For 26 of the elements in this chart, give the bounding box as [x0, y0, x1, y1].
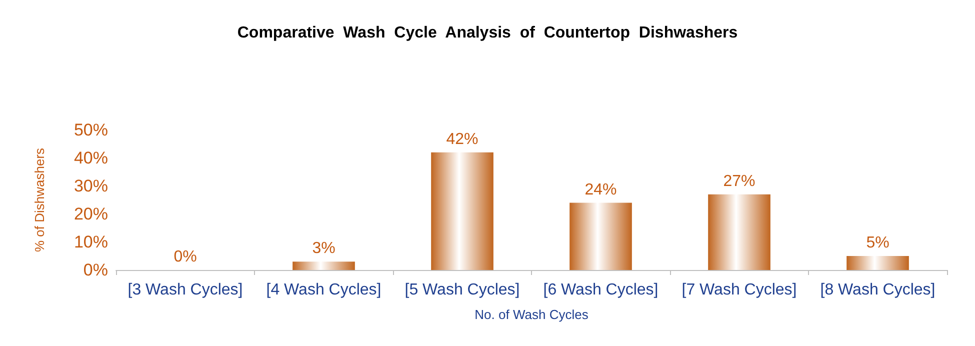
- x-tick-label: [6 Wash Cycles]: [543, 282, 658, 298]
- x-tick-label: [3 Wash Cycles]: [128, 282, 243, 298]
- data-label: 3%: [312, 240, 336, 258]
- y-tick-label: 0%: [83, 260, 108, 280]
- y-tick-label: 40%: [74, 148, 108, 168]
- bar: [708, 194, 770, 270]
- data-label: 27%: [723, 172, 756, 190]
- x-tick-label: [5 Wash Cycles]: [404, 282, 520, 298]
- x-axis-title: No. of Wash Cycles: [474, 307, 589, 322]
- bar: [846, 256, 909, 270]
- x-tick-label: [7 Wash Cycles]: [682, 282, 797, 298]
- y-tick-label: 50%: [74, 120, 108, 140]
- data-label: 5%: [866, 234, 890, 252]
- y-tick-label: 10%: [74, 232, 108, 252]
- chart-title: Comparative Wash Cycle Analysis of Countertop Dishwashers: [237, 24, 738, 42]
- bar: [431, 152, 494, 270]
- bar: [570, 202, 632, 270]
- y-tick-label: 20%: [74, 204, 108, 224]
- data-label: 24%: [584, 181, 617, 198]
- y-tick-label: 30%: [74, 176, 108, 196]
- bar: [292, 262, 355, 270]
- y-axis-title: % of Dishwashers: [32, 147, 47, 252]
- x-tick-label: [4 Wash Cycles]: [266, 282, 382, 298]
- x-tick-label: [8 Wash Cycles]: [820, 282, 936, 298]
- data-label: 42%: [446, 130, 478, 148]
- data-label: 0%: [174, 248, 197, 266]
